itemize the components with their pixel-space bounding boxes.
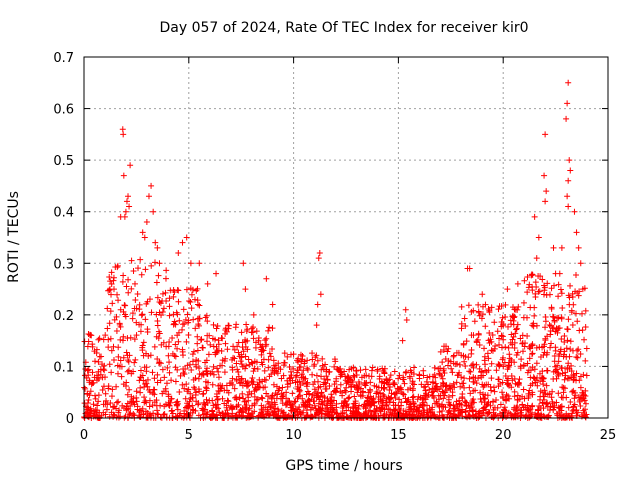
y-tick-label: 0.2 <box>53 309 74 324</box>
y-axis-title: ROTI / TECUs <box>6 191 22 283</box>
y-tick-label: 0.5 <box>53 154 74 169</box>
y-tick-label: 0.4 <box>53 206 74 221</box>
y-tick-label: 0.6 <box>53 103 74 118</box>
x-tick-label: 20 <box>495 428 512 443</box>
x-tick-label: 0 <box>80 428 88 443</box>
x-tick-label: 5 <box>185 428 193 443</box>
x-axis-title: GPS time / hours <box>285 458 402 474</box>
y-tick-label: 0.1 <box>53 360 74 375</box>
plot-frame <box>83 56 609 419</box>
y-tick-label: 0.3 <box>53 257 74 272</box>
x-tick-label: 10 <box>285 428 302 443</box>
data-points <box>81 79 590 421</box>
chart-title: Day 057 of 2024, Rate Of TEC Index for r… <box>159 20 528 36</box>
x-tick-label: 15 <box>390 428 407 443</box>
y-tick-label: 0 <box>66 412 74 427</box>
roti-plus-markers <box>81 79 590 421</box>
x-tick-label: 25 <box>600 428 617 443</box>
y-tick-label: 0.7 <box>53 51 74 66</box>
axis-ticks: 0 5 10 15 20 25 0 0.1 0.2 0.3 0.4 0.5 0.6 0.7 <box>53 51 616 443</box>
